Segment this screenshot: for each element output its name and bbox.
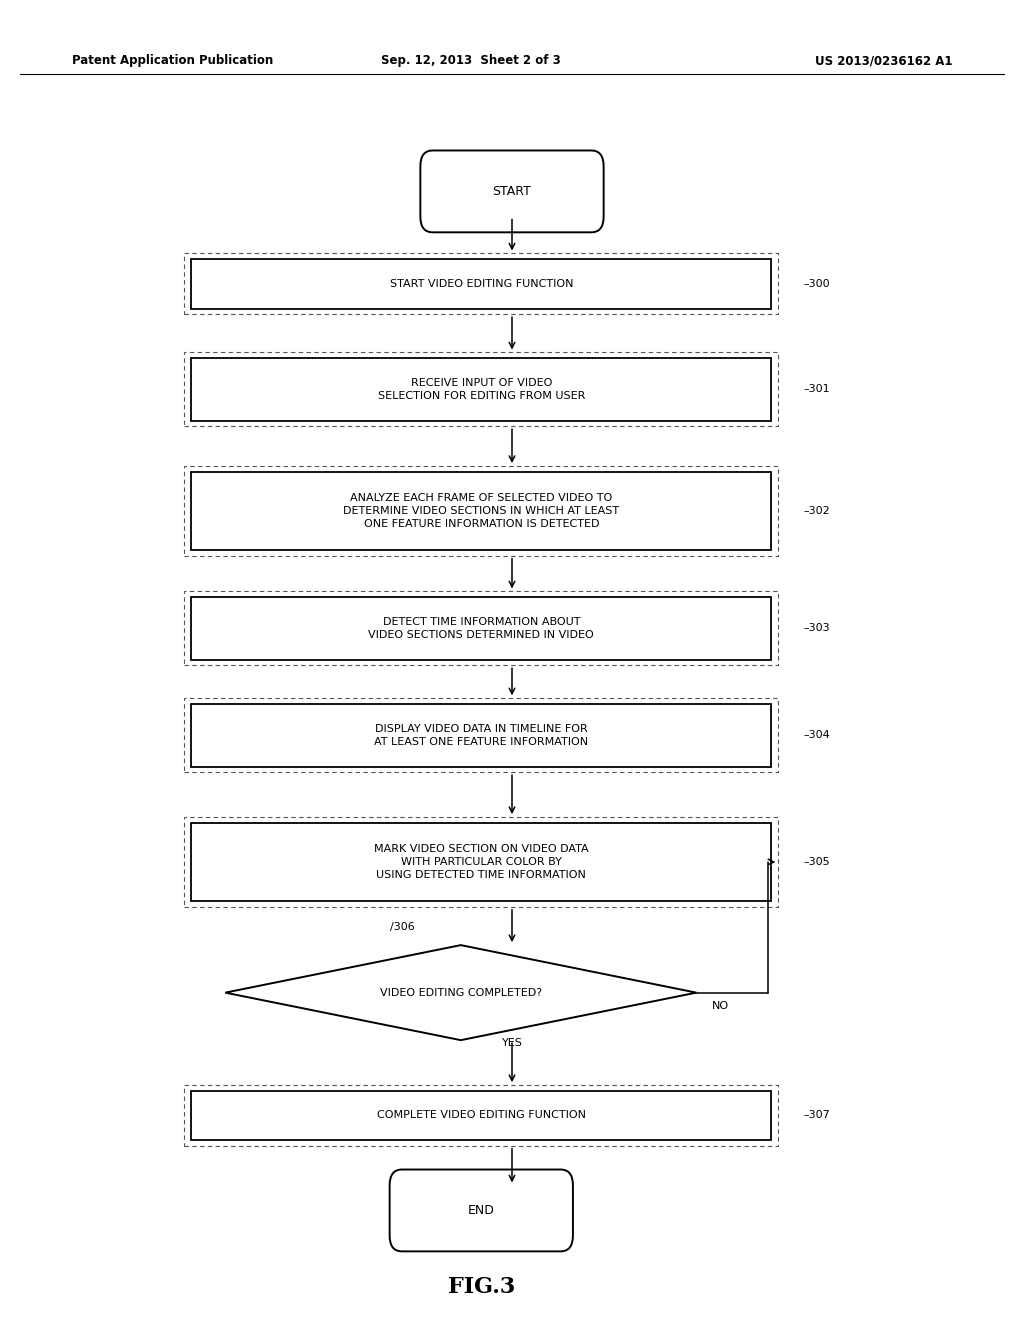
Text: RECEIVE INPUT OF VIDEO
SELECTION FOR EDITING FROM USER: RECEIVE INPUT OF VIDEO SELECTION FOR EDI… — [378, 378, 585, 401]
Text: YES: YES — [502, 1038, 522, 1048]
Text: –300: –300 — [804, 279, 830, 289]
Text: ANALYZE EACH FRAME OF SELECTED VIDEO TO
DETERMINE VIDEO SECTIONS IN WHICH AT LEA: ANALYZE EACH FRAME OF SELECTED VIDEO TO … — [343, 492, 620, 529]
Bar — [191, 471, 771, 550]
FancyBboxPatch shape — [420, 150, 603, 232]
Bar — [184, 466, 778, 556]
Text: –305: –305 — [804, 857, 830, 867]
Polygon shape — [225, 945, 696, 1040]
Text: DETECT TIME INFORMATION ABOUT
VIDEO SECTIONS DETERMINED IN VIDEO: DETECT TIME INFORMATION ABOUT VIDEO SECT… — [369, 616, 594, 640]
Text: /306: /306 — [390, 921, 415, 932]
Text: START VIDEO EDITING FUNCTION: START VIDEO EDITING FUNCTION — [389, 279, 573, 289]
Text: –307: –307 — [804, 1110, 830, 1121]
Text: MARK VIDEO SECTION ON VIDEO DATA
WITH PARTICULAR COLOR BY
USING DETECTED TIME IN: MARK VIDEO SECTION ON VIDEO DATA WITH PA… — [374, 843, 589, 880]
Text: –301: –301 — [804, 384, 830, 395]
Text: Sep. 12, 2013  Sheet 2 of 3: Sep. 12, 2013 Sheet 2 of 3 — [381, 54, 561, 67]
Text: FIG.3: FIG.3 — [447, 1276, 515, 1298]
Bar — [191, 259, 771, 309]
FancyBboxPatch shape — [389, 1170, 572, 1251]
Bar — [184, 817, 778, 907]
Bar — [184, 1085, 778, 1146]
Text: END: END — [468, 1204, 495, 1217]
Bar — [191, 822, 771, 902]
Bar — [191, 597, 771, 660]
Bar — [191, 1090, 771, 1140]
Bar — [184, 591, 778, 665]
Text: COMPLETE VIDEO EDITING FUNCTION: COMPLETE VIDEO EDITING FUNCTION — [377, 1110, 586, 1121]
Bar — [184, 352, 778, 426]
Bar — [191, 704, 771, 767]
Text: –302: –302 — [804, 506, 830, 516]
Bar — [184, 698, 778, 772]
Text: VIDEO EDITING COMPLETED?: VIDEO EDITING COMPLETED? — [380, 987, 542, 998]
Text: –303: –303 — [804, 623, 830, 634]
Text: DISPLAY VIDEO DATA IN TIMELINE FOR
AT LEAST ONE FEATURE INFORMATION: DISPLAY VIDEO DATA IN TIMELINE FOR AT LE… — [374, 723, 589, 747]
Text: NO: NO — [712, 1001, 729, 1011]
Text: –304: –304 — [804, 730, 830, 741]
Text: US 2013/0236162 A1: US 2013/0236162 A1 — [815, 54, 952, 67]
Bar — [184, 253, 778, 314]
Bar — [191, 358, 771, 421]
Text: Patent Application Publication: Patent Application Publication — [72, 54, 273, 67]
Text: START: START — [493, 185, 531, 198]
